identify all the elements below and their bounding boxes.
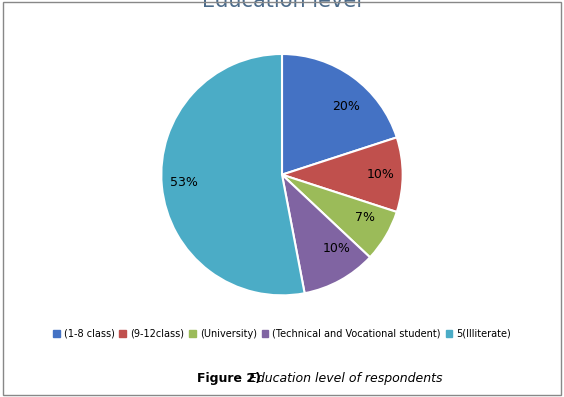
- Legend: (1-8 class), (9-12class), (University), (Technical and Vocational student), 5(Il: (1-8 class), (9-12class), (University), …: [51, 327, 513, 341]
- Text: Figure 2): Figure 2): [197, 372, 261, 385]
- Wedge shape: [282, 175, 370, 293]
- Text: Education level of respondents: Education level of respondents: [245, 372, 443, 385]
- Text: 20%: 20%: [332, 100, 359, 113]
- Wedge shape: [282, 54, 397, 175]
- Title: Education level: Education level: [202, 0, 362, 11]
- Wedge shape: [282, 175, 397, 257]
- Wedge shape: [161, 54, 305, 295]
- Text: 53%: 53%: [170, 176, 198, 189]
- Text: 10%: 10%: [323, 242, 351, 255]
- Text: 10%: 10%: [367, 168, 394, 181]
- Wedge shape: [282, 137, 403, 212]
- Text: 7%: 7%: [355, 211, 374, 224]
